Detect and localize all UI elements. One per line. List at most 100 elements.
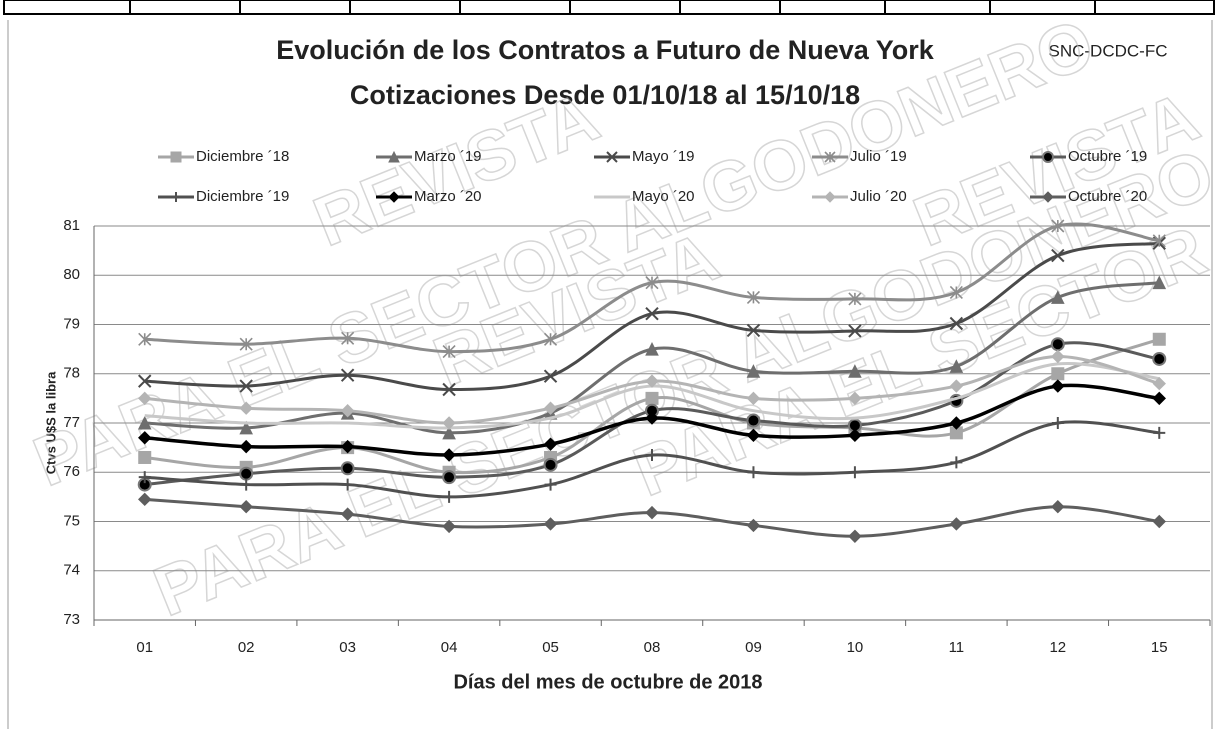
series-marker	[340, 507, 355, 521]
series-marker	[1050, 337, 1065, 352]
legend-marker	[388, 150, 400, 163]
series-marker	[746, 413, 761, 428]
series-marker	[746, 364, 761, 378]
series-marker	[848, 292, 862, 306]
y-tick-label: 74	[63, 562, 80, 579]
y-tick-label: 80	[63, 266, 80, 283]
series-marker	[746, 518, 761, 533]
series-marker	[645, 505, 659, 520]
series-marker	[950, 456, 963, 469]
series-marker	[949, 416, 964, 430]
chart-subtitle: Cotizaciones Desde 01/10/18 al 15/10/18	[350, 80, 860, 110]
source-label: SNC-DCDC-FC	[1049, 41, 1168, 60]
series-marker	[746, 290, 761, 304]
series-marker	[138, 332, 152, 346]
series-marker	[1051, 367, 1065, 381]
legend-label: Marzo ´19	[414, 148, 482, 165]
series-marker	[543, 369, 558, 383]
series-marker	[1051, 248, 1065, 263]
series-marker	[138, 374, 152, 388]
series-marker	[949, 517, 964, 531]
series-marker	[949, 359, 964, 373]
series-marker	[137, 415, 152, 430]
series-marker	[543, 457, 558, 472]
legend-label: Mayo ´20	[632, 188, 695, 205]
series-marker	[138, 471, 151, 484]
legend-label: Diciembre ´19	[196, 188, 289, 205]
series-marker	[1152, 351, 1167, 366]
series-marker	[645, 306, 659, 321]
series-marker	[239, 379, 253, 393]
series-marker	[645, 374, 659, 388]
series-marker	[1051, 500, 1065, 514]
series-marker	[1152, 234, 1166, 248]
series-marker	[443, 490, 456, 503]
series-marker	[1152, 514, 1166, 529]
series-marker	[543, 401, 558, 415]
x-tick-label: 05	[542, 639, 559, 656]
x-tick-label: 15	[1151, 639, 1168, 656]
x-tick-label: 10	[847, 639, 864, 656]
series-marker	[138, 391, 152, 406]
legend-label: Marzo ´20	[414, 188, 482, 205]
y-tick-label: 73	[63, 611, 80, 628]
series-marker	[848, 324, 862, 338]
legend-label: Mayo ´19	[632, 148, 695, 165]
series-marker	[138, 492, 152, 507]
series-marker	[746, 428, 761, 443]
series-marker	[543, 437, 558, 451]
legend-marker	[824, 151, 836, 163]
legend-marker	[606, 151, 618, 163]
series-marker	[1051, 219, 1065, 233]
series-marker	[442, 448, 456, 462]
series-marker	[239, 337, 253, 351]
series-marker	[949, 285, 963, 300]
series-marker	[442, 382, 456, 397]
series-marker	[239, 401, 253, 415]
y-tick-label: 77	[63, 414, 80, 431]
series-marker	[341, 478, 354, 491]
series-marker	[747, 466, 760, 479]
series-marker	[340, 368, 355, 382]
series-marker	[1051, 417, 1064, 429]
series-marker	[442, 470, 457, 485]
series-marker	[543, 332, 558, 346]
legend-marker	[388, 191, 400, 203]
legend-label: Julio ´20	[850, 188, 907, 205]
legend-marker	[1042, 191, 1054, 203]
series-marker	[340, 403, 355, 418]
series-marker	[341, 331, 355, 345]
x-tick-label: 03	[339, 639, 356, 656]
x-tick-label: 04	[441, 639, 458, 656]
x-tick-label: 12	[1049, 639, 1066, 656]
x-tick-label: 11	[949, 639, 965, 656]
series-marker	[1153, 426, 1166, 439]
y-tick-label: 81	[63, 217, 80, 234]
series-marker	[1152, 275, 1167, 290]
x-tick-label: 08	[644, 639, 661, 656]
x-tick-label: 01	[136, 639, 153, 656]
series-marker	[848, 428, 862, 443]
series-marker	[848, 391, 862, 406]
x-tick-label: 02	[238, 639, 255, 656]
series-marker	[340, 439, 355, 454]
series-marker	[544, 478, 557, 491]
series-marker	[240, 478, 253, 491]
series-marker	[239, 420, 253, 435]
series-marker	[1152, 332, 1166, 346]
y-tick-label: 75	[63, 512, 80, 529]
legend-label: Julio ´19	[850, 148, 907, 165]
series-marker	[543, 517, 558, 531]
series-marker	[442, 345, 456, 359]
series-marker	[645, 342, 659, 356]
legend-label: Octubre ´20	[1068, 188, 1147, 205]
series-marker	[1051, 379, 1065, 393]
series-marker	[239, 500, 253, 514]
legend-marker	[170, 151, 182, 163]
series-marker	[645, 391, 659, 405]
series-marker	[239, 466, 254, 481]
y-axis-title: Ctvs U$S la libra	[43, 371, 58, 474]
x-tick-label: 09	[745, 639, 762, 656]
series-marker	[746, 391, 761, 406]
series-marker	[442, 519, 456, 534]
